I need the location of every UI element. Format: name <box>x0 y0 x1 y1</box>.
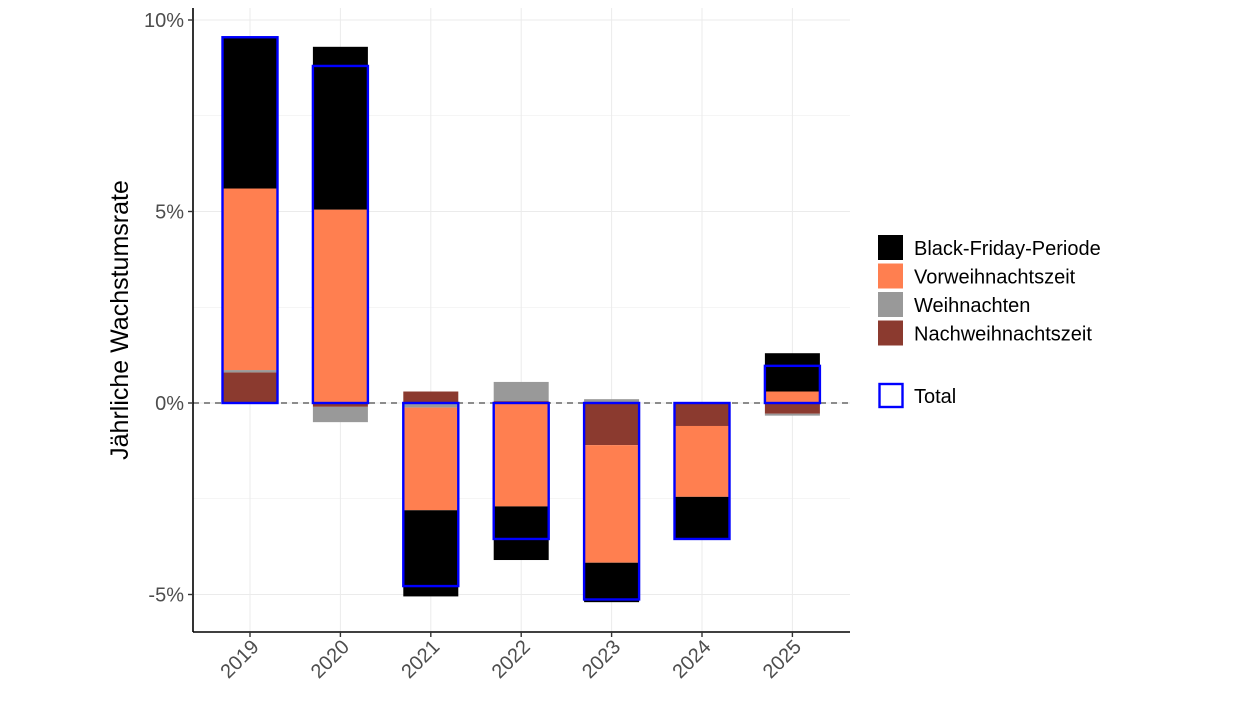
y-axis-title: Jährliche Wachstumsrate <box>106 180 134 460</box>
bar-segment-vorweihnachtszeit-2021 <box>403 407 459 511</box>
legend-swatch <box>878 235 903 260</box>
y-tick-label: 0% <box>155 393 184 415</box>
bars <box>222 37 820 603</box>
total-outline-2025 <box>763 364 822 405</box>
legend-swatch <box>878 320 903 346</box>
y-ticks: 10% 5% 0% -5% <box>144 10 193 607</box>
bar-segment-black-friday-periode-2020 <box>312 46 368 210</box>
y-tick-label: 10% <box>144 10 184 32</box>
total-outline-2019 <box>221 36 279 405</box>
bar-segment-vorweihnachtszeit-2020 <box>312 209 368 403</box>
bar-segment-vorweihnachtszeit-2019 <box>222 188 278 371</box>
legend-label: Weihnachten <box>914 295 1030 317</box>
bar-segment-vorweihnachtszeit-2024 <box>674 425 730 497</box>
bar-segment-nachweihnachtszeit-2019 <box>222 372 278 403</box>
legend-label: Nachweihnachtszeit <box>914 324 1092 346</box>
total-outline-2023 <box>582 401 641 601</box>
bar-segment-nachweihnachtszeit-2021 <box>403 391 459 403</box>
bar-segment-vorweihnachtszeit-2023 <box>584 445 640 563</box>
bar-segment-weihnachten-2022 <box>493 381 549 402</box>
bar-segment-black-friday-periode-2024 <box>674 496 730 539</box>
bar-segment-black-friday-periode-2019 <box>222 37 278 189</box>
bar-segment-black-friday-periode-2023 <box>584 562 640 603</box>
legend-label-total: Total <box>914 386 956 408</box>
bar-segment-vorweihnachtszeit-2025 <box>764 391 820 403</box>
x-tick-label: 2023 <box>578 636 625 683</box>
x-ticks: 2019 2020 2021 2022 2023 2024 2025 <box>217 632 806 683</box>
y-tick-label: 5% <box>155 202 184 224</box>
legend-swatch <box>878 263 903 289</box>
legend-label: Black-Friday-Periode <box>914 238 1101 260</box>
x-tick-label: 2020 <box>307 636 354 683</box>
total-outlines <box>221 36 822 601</box>
x-tick-label: 2021 <box>397 636 444 683</box>
total-outline-2024 <box>673 401 731 541</box>
bar-segment-weihnachten-2023 <box>584 399 640 403</box>
x-tick-label: 2024 <box>669 636 716 683</box>
y-tick-label: -5% <box>148 585 184 607</box>
bar-segment-nachweihnachtszeit-2020 <box>312 403 368 407</box>
bar-segment-black-friday-periode-2025 <box>764 353 820 392</box>
total-outline-2021 <box>402 401 460 588</box>
legend-label: Vorweihnachtszeit <box>914 267 1076 289</box>
bar-segment-vorweihnachtszeit-2022 <box>493 403 549 507</box>
bar-segment-nachweihnachtszeit-2023 <box>584 403 640 446</box>
bar-segment-black-friday-periode-2021 <box>403 510 459 597</box>
x-tick-label: 2019 <box>217 636 264 683</box>
x-tick-label: 2025 <box>759 636 806 683</box>
total-outline-2020 <box>311 64 370 405</box>
total-outline-2022 <box>492 401 550 541</box>
x-tick-label: 2022 <box>488 636 535 683</box>
legend-swatch-total <box>878 382 904 409</box>
bar-segment-weihnachten-2021 <box>403 403 459 408</box>
bar-segment-weihnachten-2025 <box>764 413 820 416</box>
bar-segment-weihnachten-2019 <box>222 370 278 373</box>
bar-segment-weihnachten-2020 <box>312 406 368 423</box>
legend-swatch <box>878 292 903 317</box>
bar-segment-nachweihnachtszeit-2025 <box>764 403 820 414</box>
bar-segment-nachweihnachtszeit-2024 <box>674 403 730 426</box>
bar-segment-black-friday-periode-2022 <box>493 506 549 561</box>
legend: Black-Friday-Periode Vorweihnachtszeit Wei… <box>878 235 1101 409</box>
